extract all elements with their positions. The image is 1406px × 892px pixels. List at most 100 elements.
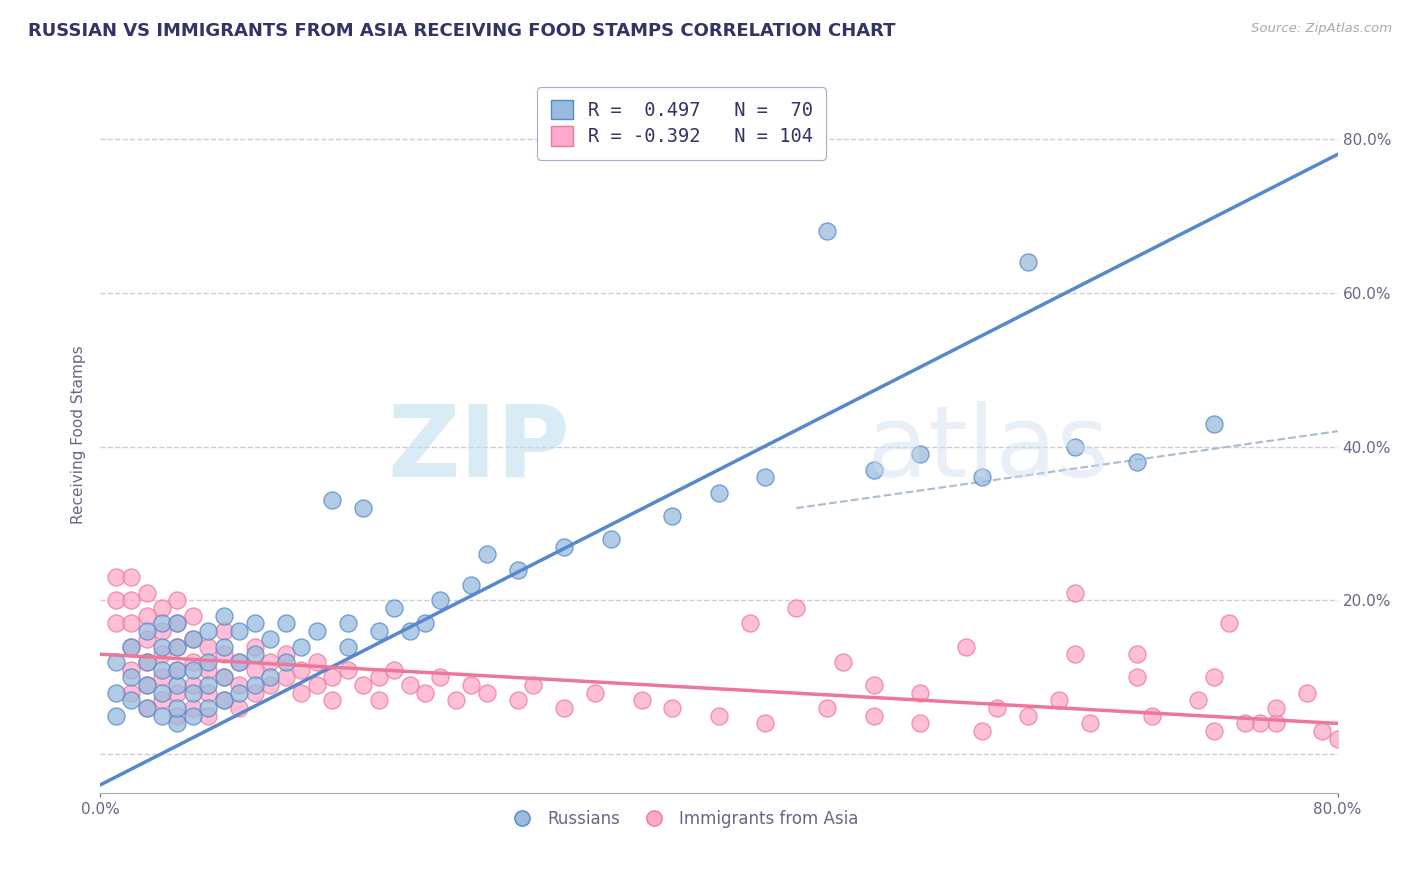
Point [785,601,807,615]
Point [1249,716,1271,731]
Point [135,632,157,646]
Point [228,686,250,700]
Point [166,663,188,677]
Point [197,708,219,723]
Point [150,601,173,615]
Point [120,593,142,607]
Point [212,647,235,661]
Point [181,608,204,623]
Point [135,585,157,599]
Point [444,693,467,707]
Point [120,693,142,707]
Point [661,508,683,523]
Point [475,547,498,561]
Point [150,708,173,723]
Text: ZIP: ZIP [388,401,571,498]
Point [429,593,451,607]
Point [429,670,451,684]
Point [274,670,297,684]
Point [1202,670,1225,684]
Point [135,624,157,639]
Point [181,632,204,646]
Point [1017,255,1039,269]
Point [321,693,343,707]
Point [228,701,250,715]
Point [166,708,188,723]
Point [305,624,328,639]
Point [120,570,142,584]
Point [553,701,575,715]
Point [274,655,297,669]
Point [754,470,776,484]
Point [1125,455,1147,469]
Point [197,655,219,669]
Point [212,693,235,707]
Point [1047,693,1070,707]
Point [120,663,142,677]
Point [908,716,931,731]
Point [1326,731,1348,746]
Point [398,624,420,639]
Point [321,493,343,508]
Point [212,608,235,623]
Point [1125,647,1147,661]
Point [367,624,389,639]
Point [197,624,219,639]
Point [212,624,235,639]
Point [243,663,266,677]
Point [166,640,188,654]
Point [460,678,482,692]
Point [1233,716,1256,731]
Point [831,655,853,669]
Point [181,678,204,692]
Point [506,563,529,577]
Point [970,724,993,739]
Point [150,670,173,684]
Point [1063,647,1085,661]
Point [599,532,621,546]
Point [120,686,142,700]
Point [228,678,250,692]
Point [352,501,374,516]
Point [661,701,683,715]
Point [166,663,188,677]
Point [290,663,312,677]
Point [243,686,266,700]
Point [862,463,884,477]
Point [815,701,838,715]
Point [413,616,436,631]
Point [707,708,730,723]
Point [181,655,204,669]
Point [553,540,575,554]
Point [104,655,127,669]
Point [1295,686,1317,700]
Point [104,686,127,700]
Point [583,686,606,700]
Point [970,470,993,484]
Point [862,678,884,692]
Point [150,647,173,661]
Point [166,716,188,731]
Text: atlas: atlas [868,401,1109,498]
Point [181,663,204,677]
Point [181,686,204,700]
Point [135,608,157,623]
Point [135,701,157,715]
Point [104,570,127,584]
Point [1310,724,1333,739]
Point [1264,701,1286,715]
Point [413,686,436,700]
Point [986,701,1008,715]
Point [1017,708,1039,723]
Point [259,632,281,646]
Point [259,670,281,684]
Point [1063,585,1085,599]
Point [135,655,157,669]
Point [212,670,235,684]
Point [336,616,359,631]
Point [212,640,235,654]
Point [382,663,405,677]
Point [274,616,297,631]
Point [506,693,529,707]
Point [228,624,250,639]
